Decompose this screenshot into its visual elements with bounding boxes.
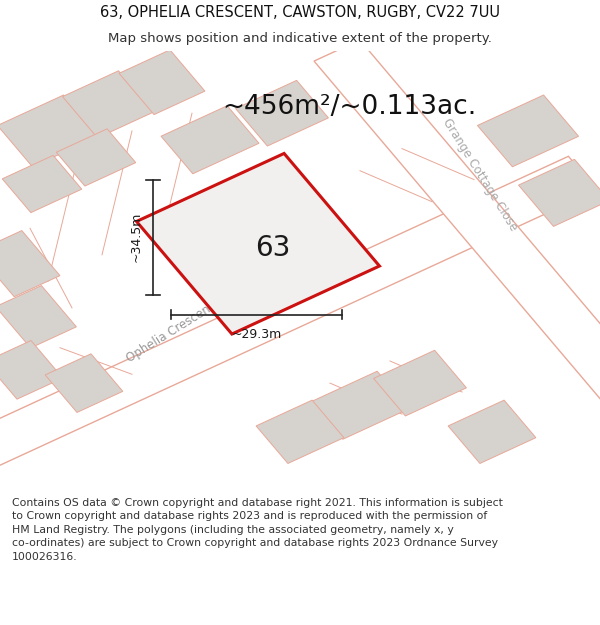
Polygon shape: [448, 400, 536, 464]
Text: Grange Cottage Close: Grange Cottage Close: [440, 116, 520, 234]
Polygon shape: [374, 350, 466, 416]
Polygon shape: [62, 71, 154, 138]
Polygon shape: [236, 81, 328, 146]
Polygon shape: [119, 50, 205, 114]
Text: ~34.5m: ~34.5m: [129, 212, 142, 262]
Polygon shape: [45, 354, 123, 412]
Polygon shape: [256, 400, 344, 464]
Text: ~456m²/~0.113ac.: ~456m²/~0.113ac.: [222, 94, 476, 119]
Polygon shape: [161, 106, 259, 174]
Text: ~29.3m: ~29.3m: [232, 328, 281, 341]
Polygon shape: [314, 40, 600, 399]
Polygon shape: [0, 95, 98, 167]
Polygon shape: [0, 341, 63, 399]
Polygon shape: [2, 156, 82, 212]
Polygon shape: [478, 95, 578, 167]
Polygon shape: [0, 286, 76, 348]
Text: 63: 63: [256, 234, 290, 262]
Polygon shape: [137, 154, 379, 334]
Polygon shape: [0, 231, 60, 297]
Text: Ophelia Crescent: Ophelia Crescent: [125, 300, 217, 364]
Text: Map shows position and indicative extent of the property.: Map shows position and indicative extent…: [108, 32, 492, 45]
Polygon shape: [56, 129, 136, 186]
Polygon shape: [518, 159, 600, 226]
Text: Contains OS data © Crown copyright and database right 2021. This information is : Contains OS data © Crown copyright and d…: [12, 498, 503, 562]
Polygon shape: [0, 156, 597, 495]
Polygon shape: [311, 371, 409, 439]
Text: 63, OPHELIA CRESCENT, CAWSTON, RUGBY, CV22 7UU: 63, OPHELIA CRESCENT, CAWSTON, RUGBY, CV…: [100, 5, 500, 20]
